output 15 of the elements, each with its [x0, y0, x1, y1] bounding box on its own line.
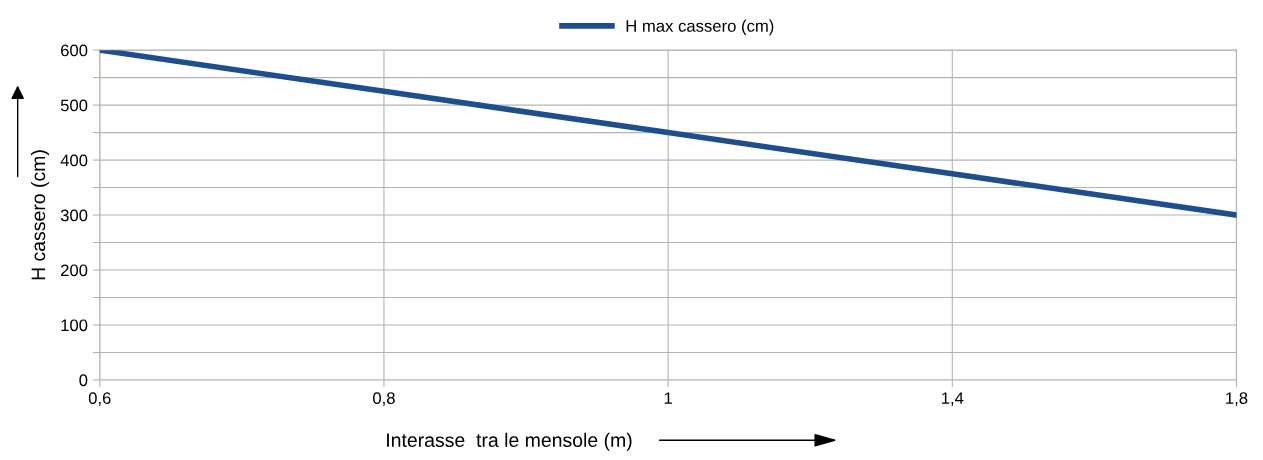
- legend-label: H max cassero (cm): [626, 19, 774, 36]
- y-tick-label: 100: [61, 319, 88, 332]
- y-tick-label: 300: [60, 209, 88, 222]
- x-tick-label: 0,8: [373, 392, 395, 406]
- y-axis-title: H cassero (cm): [30, 150, 50, 280]
- x-tick-label: 0,6: [88, 392, 111, 406]
- x-tick-label: 1,4: [941, 392, 964, 406]
- x-tick-label: 1,8: [1226, 392, 1248, 406]
- y-tick-label: 0: [79, 374, 88, 387]
- y-tick-label: 600: [61, 44, 88, 57]
- y-tick-label: 200: [61, 264, 88, 277]
- y-tick-label: 500: [60, 99, 88, 112]
- x-tick-label: 1: [664, 392, 672, 404]
- x-axis-title: Interasse tra le mensole (m): [387, 432, 632, 451]
- y-tick-label: 400: [60, 154, 88, 167]
